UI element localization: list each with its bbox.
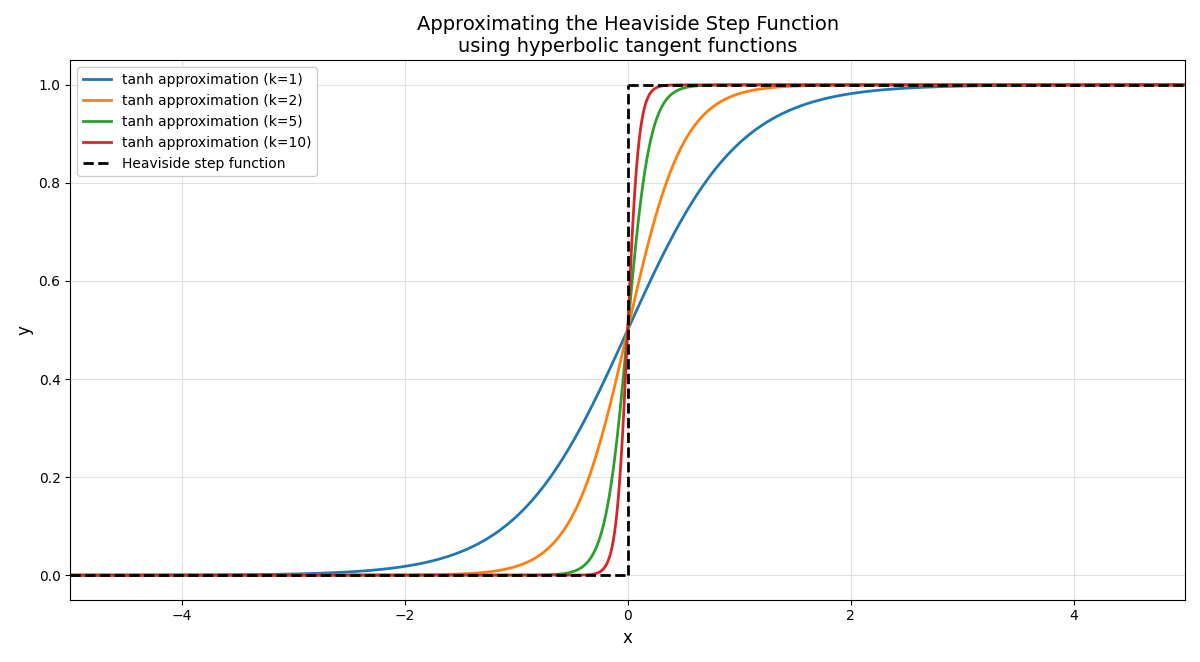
tanh approximation (k=2) [732, 90, 746, 98]
tanh approximation (k=10) [64, 571, 78, 579]
tanh approximation (k=10) [488, 571, 503, 579]
tanh approximation (k=5) [265, 571, 280, 579]
tanh approximation (k=2) [265, 571, 280, 579]
tanh approximation (k=2) [979, 81, 994, 89]
tanh approximation (k=1) [488, 529, 503, 537]
tanh approximation (k=5) [488, 571, 503, 579]
tanh approximation (k=5) [1178, 81, 1193, 89]
tanh approximation (k=2) [488, 567, 503, 575]
tanh approximation (k=1) [732, 140, 746, 148]
tanh approximation (k=10) [1178, 81, 1193, 89]
tanh approximation (k=10) [788, 81, 803, 89]
tanh approximation (k=5) [895, 81, 910, 89]
tanh approximation (k=10) [732, 81, 746, 89]
tanh approximation (k=10) [979, 81, 994, 89]
tanh approximation (k=10) [895, 81, 910, 89]
Heaviside step function [620, 81, 635, 89]
tanh approximation (k=2) [64, 571, 78, 579]
tanh approximation (k=10) [265, 571, 280, 579]
tanh approximation (k=5) [788, 81, 803, 89]
tanh approximation (k=5) [979, 81, 994, 89]
tanh approximation (k=2) [1178, 81, 1193, 89]
tanh approximation (k=1) [979, 81, 994, 89]
tanh approximation (k=5) [732, 81, 746, 89]
Legend: tanh approximation (k=1), tanh approximation (k=2), tanh approximation (k=5), ta: tanh approximation (k=1), tanh approxima… [77, 68, 317, 176]
tanh approximation (k=1) [895, 85, 910, 93]
tanh approximation (k=10) [827, 81, 841, 89]
Line: tanh approximation (k=2): tanh approximation (k=2) [71, 85, 1186, 575]
Y-axis label: y: y [16, 325, 34, 335]
X-axis label: x: x [623, 629, 632, 647]
tanh approximation (k=5) [1033, 81, 1048, 89]
tanh approximation (k=1) [1178, 81, 1193, 89]
Line: tanh approximation (k=5): tanh approximation (k=5) [71, 85, 1186, 575]
tanh approximation (k=5) [64, 571, 78, 579]
Line: tanh approximation (k=1): tanh approximation (k=1) [71, 85, 1186, 575]
tanh approximation (k=1) [64, 571, 78, 579]
tanh approximation (k=2) [895, 81, 910, 89]
tanh approximation (k=1) [788, 104, 803, 112]
Title: Approximating the Heaviside Step Function
using hyperbolic tangent functions: Approximating the Heaviside Step Functio… [416, 15, 839, 56]
Heaviside step function [1178, 81, 1193, 89]
Line: tanh approximation (k=10): tanh approximation (k=10) [71, 85, 1186, 575]
tanh approximation (k=1) [265, 571, 280, 579]
tanh approximation (k=2) [788, 82, 803, 90]
